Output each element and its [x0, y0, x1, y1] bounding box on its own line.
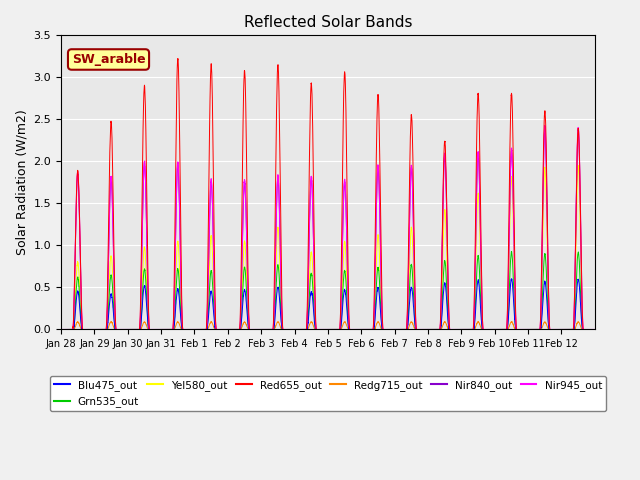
Line: Yel580_out: Yel580_out	[61, 166, 595, 329]
Nir840_out	[348, 326, 355, 332]
Red655_out	[515, 326, 522, 332]
Nir945_out	[474, 149, 482, 155]
Redg715_out	[515, 326, 522, 332]
Nir840_out	[168, 326, 175, 332]
Grn535_out	[515, 326, 522, 332]
Blu475_out	[57, 326, 65, 332]
Line: Grn535_out: Grn535_out	[61, 252, 595, 329]
Redg715_out	[500, 326, 508, 332]
Nir945_out	[376, 223, 384, 229]
Yel580_out	[376, 271, 384, 277]
Nir840_out	[500, 326, 508, 332]
Grn535_out	[168, 326, 175, 332]
Blu475_out	[508, 276, 515, 282]
Line: Blu475_out: Blu475_out	[61, 279, 595, 329]
Nir945_out	[57, 326, 65, 332]
Nir945_out	[591, 326, 598, 332]
Red655_out	[376, 187, 384, 192]
Nir945_out	[541, 123, 548, 129]
Blu475_out	[500, 326, 508, 332]
Grn535_out	[348, 326, 355, 332]
Redg715_out	[57, 326, 65, 332]
Nir945_out	[515, 326, 522, 332]
Grn535_out	[376, 292, 384, 298]
Grn535_out	[500, 326, 508, 332]
Blu475_out	[591, 326, 598, 332]
Redg715_out	[376, 323, 384, 329]
Nir840_out	[376, 228, 384, 234]
Redg715_out	[591, 326, 598, 332]
Title: Reflected Solar Bands: Reflected Solar Bands	[244, 15, 412, 30]
Redg715_out	[474, 319, 482, 325]
Line: Redg715_out: Redg715_out	[61, 322, 595, 329]
Red655_out	[174, 56, 182, 61]
Yel580_out	[500, 326, 508, 332]
Red655_out	[168, 326, 175, 332]
Nir840_out	[474, 151, 482, 156]
Nir840_out	[541, 124, 548, 130]
Blu475_out	[376, 303, 384, 309]
Blu475_out	[168, 326, 175, 332]
Yel580_out	[591, 326, 598, 332]
Nir840_out	[591, 326, 598, 332]
Yel580_out	[57, 326, 65, 332]
Yel580_out	[575, 163, 582, 168]
Grn535_out	[591, 326, 598, 332]
Yel580_out	[348, 326, 355, 332]
Nir840_out	[515, 326, 522, 332]
Grn535_out	[508, 249, 515, 254]
Grn535_out	[474, 252, 482, 258]
Yel580_out	[168, 326, 175, 332]
Line: Red655_out: Red655_out	[61, 59, 595, 329]
Grn535_out	[57, 326, 65, 332]
Legend: Blu475_out, Grn535_out, Yel580_out, Red655_out, Redg715_out, Nir840_out, Nir945_: Blu475_out, Grn535_out, Yel580_out, Red6…	[50, 376, 606, 411]
Red655_out	[348, 326, 355, 332]
Yel580_out	[515, 326, 522, 332]
Nir945_out	[500, 326, 508, 332]
Line: Nir840_out: Nir840_out	[61, 127, 595, 329]
Redg715_out	[168, 326, 175, 332]
Redg715_out	[508, 319, 516, 324]
Red655_out	[591, 326, 598, 332]
Nir945_out	[168, 326, 175, 332]
Nir840_out	[57, 326, 65, 332]
Redg715_out	[348, 326, 355, 332]
Y-axis label: Solar Radiation (W/m2): Solar Radiation (W/m2)	[15, 109, 28, 255]
Text: SW_arable: SW_arable	[72, 53, 145, 66]
Red655_out	[474, 90, 482, 96]
Yel580_out	[474, 191, 482, 196]
Blu475_out	[515, 326, 522, 332]
Blu475_out	[348, 326, 355, 332]
Blu475_out	[474, 278, 482, 284]
Red655_out	[500, 326, 508, 332]
Red655_out	[57, 326, 65, 332]
Nir945_out	[348, 326, 355, 332]
Line: Nir945_out: Nir945_out	[61, 126, 595, 329]
